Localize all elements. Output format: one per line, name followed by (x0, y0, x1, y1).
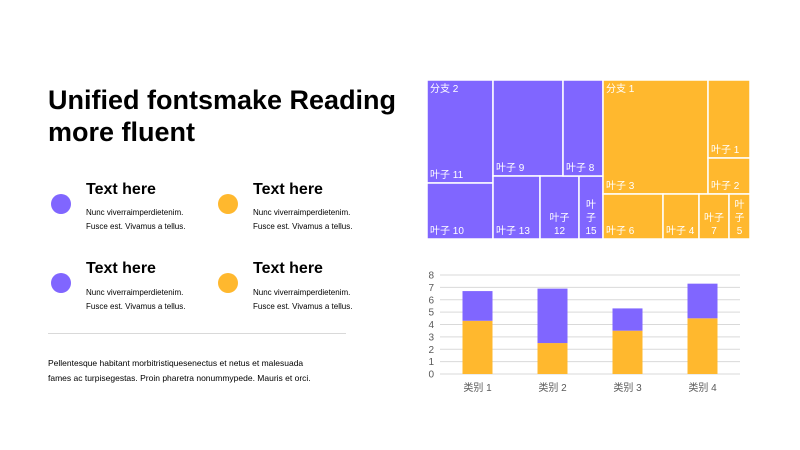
treemap-branch-label-1: 分支 2 (430, 83, 459, 95)
bullet-dot-3 (51, 273, 71, 293)
bar-1-segment-1 (462, 320, 493, 374)
bar-2-segment-1 (537, 343, 568, 374)
bullet-dot-4 (218, 273, 238, 293)
treemap-leaf-label-6: 叶子 6 (606, 225, 635, 237)
feature-3-line-1: Nunc viverraimperdietenim. (86, 288, 184, 297)
treemap-leaf-label-4: 叶子 4 (666, 225, 695, 237)
slide-title: Unified fontsmake Reading more fluent (48, 85, 397, 147)
x-tick-label-3: 类别 3 (613, 381, 642, 394)
bullet-dot-1 (51, 194, 71, 214)
x-tick-label-4: 类别 4 (688, 381, 717, 394)
treemap-leaf-10 (426, 182, 494, 240)
feature-4-line-2: Fusce est. Vivamus a tellus. (253, 302, 353, 311)
bar-3-segment-2 (612, 308, 643, 331)
treemap-leaf-label-8: 叶子 8 (566, 162, 595, 174)
bar-4-segment-1 (687, 318, 718, 374)
treemap-leaf-label-15: 叶子 15 (585, 199, 597, 237)
treemap-leaf-7 (698, 193, 730, 240)
treemap-branch-label-2: 分支 1 (606, 83, 635, 95)
feature-3-heading: Text here (86, 260, 156, 277)
y-tick-label-5: 5 (428, 308, 434, 319)
feature-1-heading: Text here (86, 181, 156, 198)
treemap-leaf-label-11: 叶子 11 (430, 169, 464, 181)
treemap-leaf-label-10: 叶子 10 (430, 225, 464, 237)
treemap-leaf-label-13: 叶子 13 (496, 225, 530, 237)
treemap-leaf-label-7: 叶子 7 (704, 212, 724, 237)
treemap-leaf-label-9: 叶子 9 (496, 162, 525, 174)
body-paragraph-line-2: fames ac turpisegestas. Proin pharetra n… (48, 373, 311, 383)
treemap-leaf-8 (562, 79, 604, 177)
treemap-leaf-label-1: 叶子 1 (711, 144, 740, 156)
feature-1-line-2: Fusce est. Vivamus a tellus. (86, 222, 186, 231)
x-tick-label-1: 类别 1 (463, 381, 492, 394)
treemap-leaf-label-5: 叶子 5 (735, 199, 745, 237)
y-tick-label-2: 2 (428, 345, 434, 356)
feature-2-line-2: Fusce est. Vivamus a tellus. (253, 222, 353, 231)
feature-1-line-1: Nunc viverraimperdietenim. (86, 208, 184, 217)
treemap-leaf-3 (602, 79, 709, 195)
x-tick-label-2: 类别 2 (538, 381, 567, 394)
y-tick-label-6: 6 (428, 295, 434, 306)
feature-4-line-1: Nunc viverraimperdietenim. (253, 288, 351, 297)
feature-2-line-1: Nunc viverraimperdietenim. (253, 208, 351, 217)
body-paragraph: Pellentesque habitant morbitristiquesene… (48, 356, 368, 386)
treemap-leaf-6 (602, 193, 664, 240)
y-tick-label-1: 1 (428, 357, 434, 368)
treemap-leaf-15 (578, 175, 604, 240)
feature-3-line-2: Fusce est. Vivamus a tellus. (86, 302, 186, 311)
divider (48, 333, 346, 334)
treemap-leaf-11 (426, 79, 494, 184)
treemap-leaf-label-2: 叶子 2 (711, 180, 740, 192)
bar-2-segment-2 (537, 288, 568, 344)
treemap-leaf-1 (707, 79, 751, 159)
bar-4-segment-2 (687, 283, 718, 319)
treemap-leaf-4 (662, 193, 700, 240)
treemap-leaf-5 (728, 193, 751, 240)
feature-2-heading: Text here (253, 181, 323, 198)
treemap-leaf-13 (492, 175, 541, 240)
treemap-leaf-9 (492, 79, 564, 177)
y-tick-label-7: 7 (428, 283, 434, 294)
y-tick-label-3: 3 (428, 332, 434, 343)
treemap-leaf-2 (707, 157, 751, 195)
y-tick-label-8: 8 (428, 271, 434, 282)
feature-4-heading: Text here (253, 260, 323, 277)
bar-1-segment-2 (462, 291, 493, 321)
y-tick-label-0: 0 (428, 370, 434, 381)
treemap-leaf-label-3: 叶子 3 (606, 180, 635, 192)
treemap-leaf-label-12: 叶子 12 (550, 212, 570, 237)
bullet-dot-2 (218, 194, 238, 214)
y-tick-label-4: 4 (428, 320, 434, 331)
bar-3-segment-1 (612, 330, 643, 374)
body-paragraph-line-1: Pellentesque habitant morbitristiquesene… (48, 358, 304, 368)
treemap-leaf-12 (539, 175, 580, 240)
